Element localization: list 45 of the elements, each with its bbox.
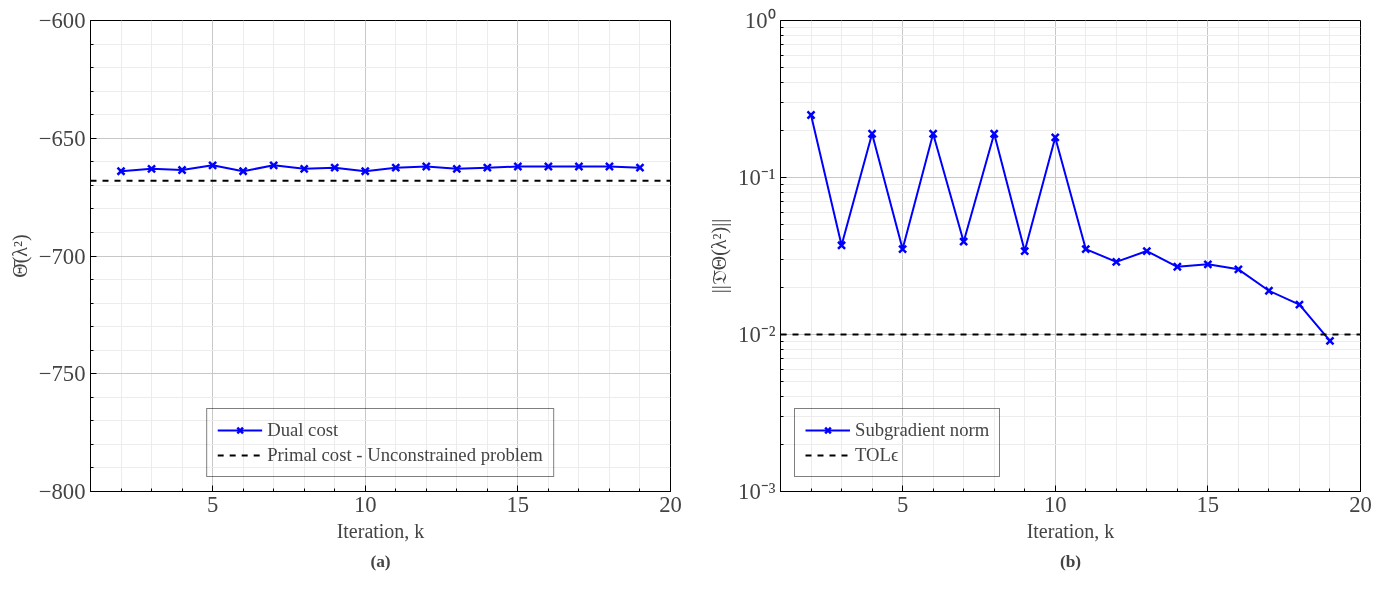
legend-label: TOLϵ <box>855 444 899 466</box>
point <box>1050 132 1061 143</box>
point <box>806 110 816 120</box>
y-tick-label: −800 <box>38 479 86 504</box>
x-tick-label: 10 <box>353 491 377 517</box>
legend-label: Primal cost - Unconstrained problem <box>267 444 543 466</box>
x-tick-label: 20 <box>659 491 682 517</box>
x-tick-label: 5 <box>896 491 909 517</box>
point <box>1142 246 1152 256</box>
point <box>1019 246 1030 256</box>
x-axis-title: Iteration, k <box>1026 519 1115 542</box>
x-tick-label: 10 <box>1043 491 1067 517</box>
y-tick-label: −650 <box>38 125 86 151</box>
point <box>1294 299 1305 310</box>
point <box>958 236 969 247</box>
legend-label: Dual cost <box>267 419 339 441</box>
x-tick-label: 15 <box>1196 491 1220 517</box>
x-tick-label: 5 <box>206 491 219 517</box>
point <box>928 128 938 139</box>
point <box>897 244 908 254</box>
y-tick-label: −700 <box>38 243 86 269</box>
x-axis-title: Iteration, k <box>336 519 425 542</box>
text: (a) <box>370 551 391 571</box>
point <box>1111 257 1122 267</box>
y-tick-label: 10⁰ <box>744 8 776 33</box>
point <box>1172 261 1183 272</box>
point <box>1264 285 1274 296</box>
x-tick-label: 20 <box>1349 491 1372 517</box>
y-tick-label: −600 <box>38 8 86 33</box>
y-axis-title: Θ̄(λ²) <box>8 234 32 278</box>
y-tick-label: −750 <box>38 361 86 387</box>
y-tick-label: 10⁻² <box>738 322 776 347</box>
point <box>1203 259 1213 270</box>
point <box>1080 244 1091 254</box>
point <box>1325 336 1335 346</box>
legend-label: Subgradient norm <box>855 419 990 441</box>
y-tick-label: 10⁻³ <box>738 479 776 504</box>
point <box>989 128 999 139</box>
text: (b) <box>1059 551 1082 571</box>
y-axis-title: ||𝔇̄Θ(λ²)|| <box>708 218 732 294</box>
point <box>867 128 877 139</box>
point <box>836 240 847 251</box>
y-tick-label: 10⁻¹ <box>738 165 776 190</box>
point <box>1233 264 1244 275</box>
x-tick-label: 15 <box>506 491 530 517</box>
